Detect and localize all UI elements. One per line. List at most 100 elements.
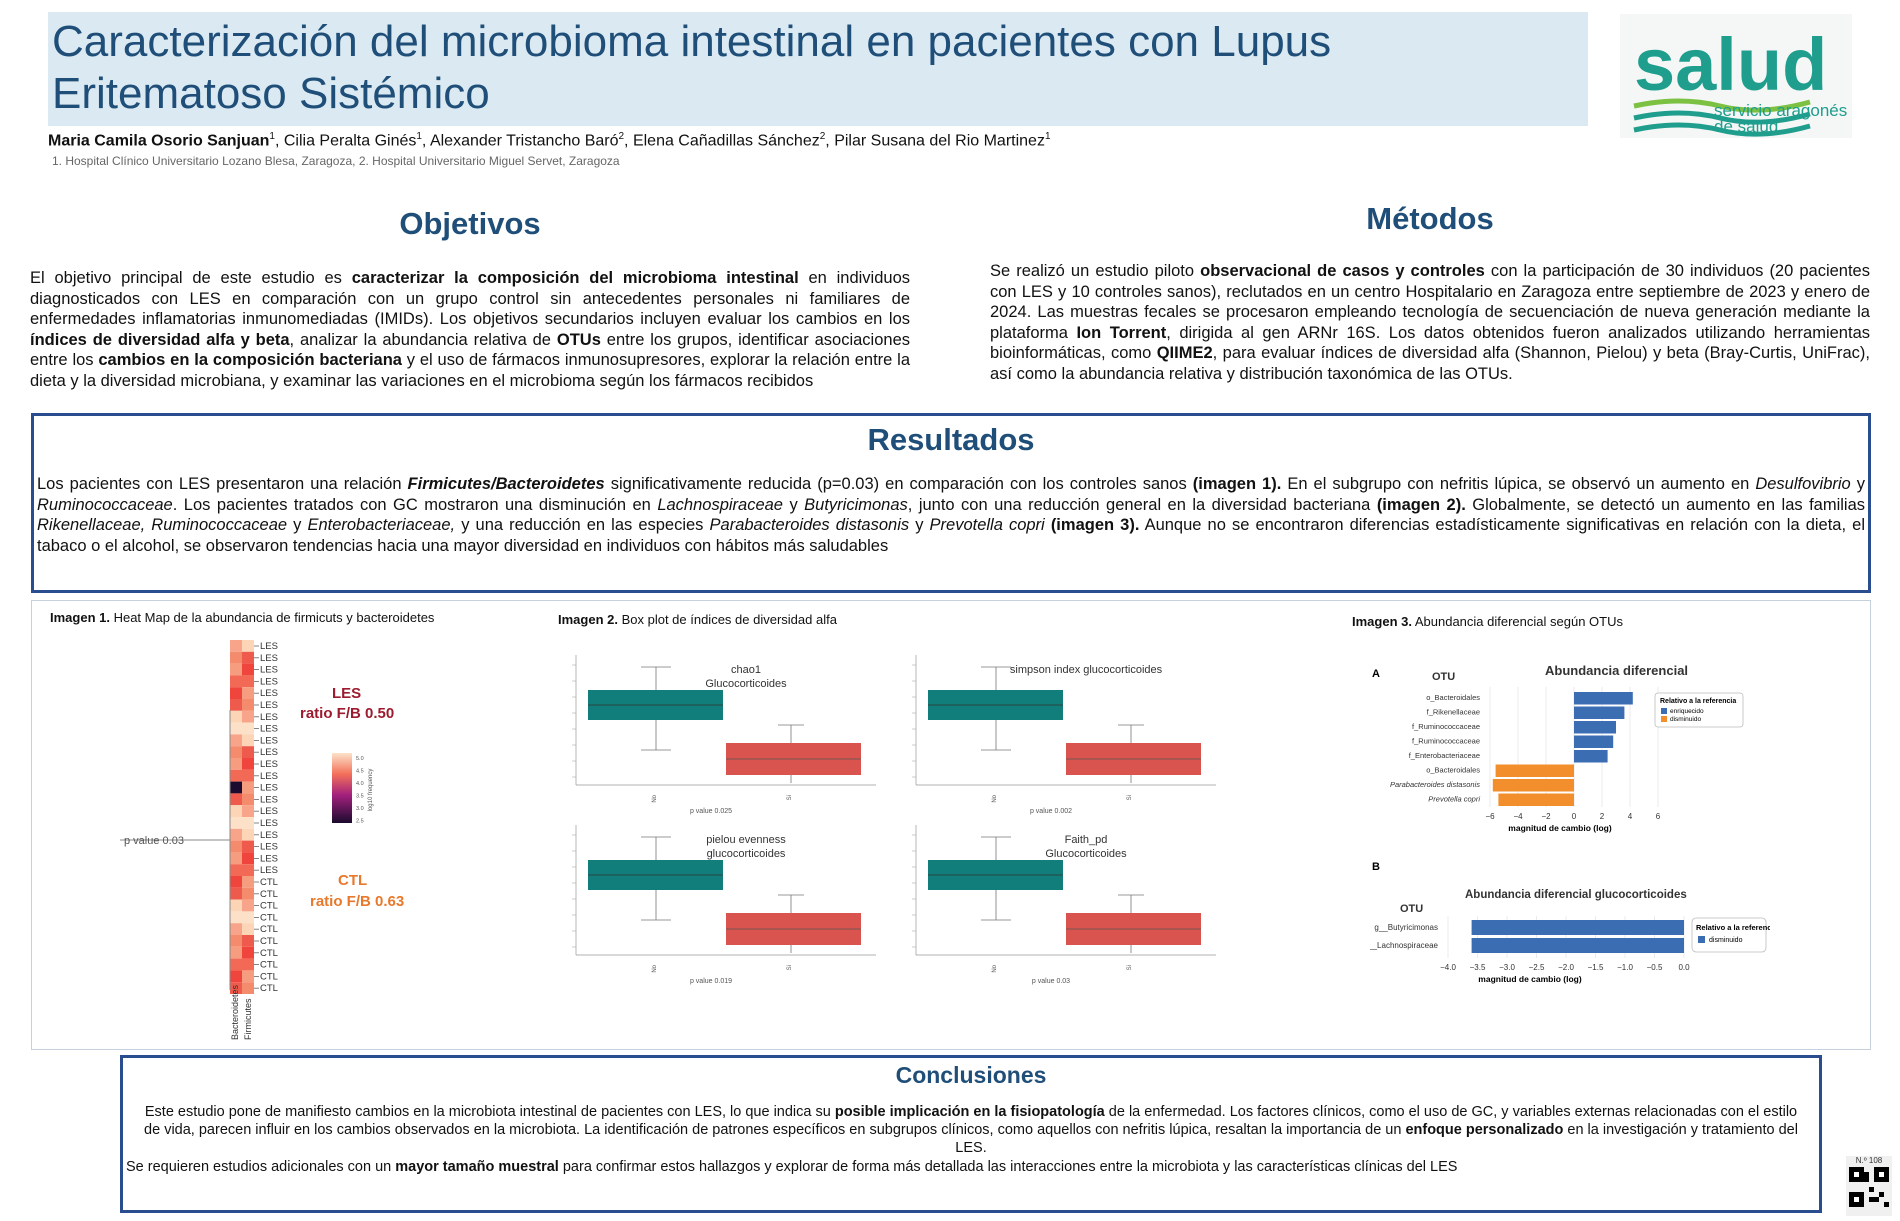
affiliations: 1. Hospital Clínico Universitario Lozano…: [52, 154, 620, 168]
heatmap-cell: [230, 911, 242, 924]
imagen2-caption: Imagen 2. Box plot de índices de diversi…: [558, 612, 837, 627]
heatmap-cell: [242, 746, 254, 758]
metodos-part: Ion Torrent: [1076, 323, 1167, 342]
author-affiliation-number: 2: [819, 131, 826, 142]
resultados-part: y: [1850, 475, 1865, 493]
metodos-part: observacional de casos y controles: [1200, 262, 1485, 280]
panel-b-title: Abundancia diferencial glucocorticoides: [1465, 889, 1687, 901]
author-separator: ,: [274, 132, 284, 150]
poster-number: N.º 108: [1855, 1156, 1883, 1165]
resultados-part: y: [783, 495, 805, 514]
imagen1-caption-bold: Imagen 1.: [50, 610, 110, 625]
boxplot-panel: Faith_pd Glucocorticoides No Si p value 0.03: [912, 825, 1216, 985]
heatmap-row-label: CTL: [260, 912, 278, 923]
panel-a-legend-title: Relativo a la referencia: [1660, 698, 1736, 705]
panel-b-tick: −0.5: [1647, 963, 1663, 972]
heatmap-cell: [230, 887, 242, 900]
heatmap-cell: [242, 687, 254, 699]
boxplot-panel: simpson index glucocorticoides No Si p valu…: [912, 655, 1216, 815]
logo-line-2: de salud: [1714, 117, 1778, 136]
imagen3-caption-bold: Imagen 3.: [1352, 614, 1412, 629]
heatmap-cell: [230, 852, 242, 865]
resultados-part: y una reducción en las especies: [455, 516, 710, 534]
panel-a-bar: [1574, 735, 1614, 748]
heatmap-cell: [242, 970, 254, 983]
objetivos-part: OTUs: [556, 330, 601, 349]
imagen2-caption-bold: Imagen 2.: [558, 612, 618, 627]
heatmap-cell: [242, 911, 254, 924]
heatmap-row-label: LES: [260, 865, 278, 876]
heatmap-row-label: CTL: [260, 889, 278, 900]
heatmap-row-label: LES: [260, 747, 278, 758]
author-affiliation-number: 1: [416, 131, 422, 142]
objetivos-heading: Objetivos: [399, 206, 541, 241]
heatmap-row-label: LES: [260, 724, 278, 735]
colorbar-tick: 2.5: [356, 819, 364, 825]
heatmap-cell: [230, 710, 242, 723]
qr-code-icon: [1849, 1167, 1889, 1207]
resultados-part: (imagen 3).: [1050, 516, 1140, 534]
heatmap-cell: [230, 958, 242, 971]
les-group-label: LES: [332, 685, 361, 702]
objetivos-part: índices de diversidad alfa y beta: [30, 330, 290, 349]
author-name: Pilar Susana del Rio Martinez: [834, 132, 1045, 150]
boxplot-pvalue: p value 0.019: [690, 978, 732, 985]
author-affiliation-number: 1: [1044, 131, 1051, 142]
conclusiones-heading: Conclusiones: [895, 1062, 1047, 1088]
heatmap-cell: [230, 840, 242, 853]
panel-b-legend-box: [1691, 917, 1767, 953]
heatmap-row-label: LES: [260, 676, 278, 687]
authors-line: Maria Camila Osorio Sanjuan1, Cilia Pera…: [48, 131, 1051, 150]
heatmap-cell: [230, 970, 242, 983]
heatmap-row-label: LES: [260, 665, 278, 676]
boxplot-x-label: No: [992, 964, 998, 972]
heatmap-row-label: LES: [260, 794, 278, 805]
heatmap-cell: [230, 758, 242, 770]
heatmap-cell: [230, 651, 242, 664]
author-affiliation-number: 1: [269, 131, 275, 142]
panel-a-letter: A: [1372, 668, 1380, 680]
imagen3-caption: Imagen 3. Abundancia diferencial según O…: [1352, 614, 1623, 629]
objetivos-part: entre los grupos, identificar asociacion…: [30, 330, 910, 370]
heatmap-cell: [242, 722, 254, 735]
heatmap-cell: [242, 852, 254, 865]
heatmap-row-label: LES: [260, 806, 278, 817]
heatmap-cell: [242, 946, 254, 959]
diff-svg: A OTU Abundancia diferencial −6 −4 −2 0 2 4 6 o_Ba…: [1366, 663, 1779, 984]
heatmap-row-label: LES: [260, 759, 278, 770]
author-name: Maria Camila Osorio Sanjuan: [48, 132, 270, 150]
heatmap-cell: [242, 710, 254, 723]
resultados-part: , junto con una reducción general en la …: [907, 495, 1377, 514]
panel-a-tick: 0: [1572, 812, 1577, 821]
heatmap-row-label: LES: [260, 830, 278, 841]
heatmap-cell: [230, 805, 242, 817]
heatmap-cell: [230, 946, 242, 959]
heatmap-cell: [230, 781, 242, 794]
heatmap-cell: [242, 876, 254, 888]
panel-a-bar: [1498, 793, 1574, 806]
author-separator: ,: [421, 132, 430, 150]
resultados-part: Desulfovibrio: [1755, 475, 1851, 493]
panel-a-xlabel: magnitud de cambio (log): [1508, 823, 1612, 833]
diff-abundance-figure: A OTU Abundancia diferencial −6 −4 −2 0 2 4 6 o_Ba…: [1366, 655, 1779, 995]
colorbar-tick: 5.0: [356, 756, 364, 762]
boxplots-svg: chao1 Glucocorticoides No Si p value 0.025 si…: [572, 655, 1216, 985]
colorbar-tick: 3.5: [356, 794, 364, 800]
resultados-part: Lachnospiraceae: [657, 495, 783, 514]
conclusiones-p1-part: en la investigación y tratamiento del LE…: [955, 1122, 1798, 1156]
heatmap-row-label: LES: [260, 688, 278, 699]
resultados-part: y: [909, 516, 930, 534]
panel-a-row-label: o_Bacteroidales: [1426, 693, 1480, 702]
panel-b-tick: −3.5: [1470, 963, 1486, 972]
resultados-part: Parabacteroides distasonis: [709, 516, 910, 534]
panel-a-legend-swatch: [1661, 708, 1667, 714]
boxplot-title: Faith_pd: [1065, 834, 1108, 846]
panel-a-otu-header: OTU: [1432, 671, 1455, 683]
conclusiones-p1-part: de la enfermedad. Los factores clínicos,…: [144, 1104, 1798, 1138]
conclusiones-p2: Se requieren estudios adicionales con un…: [126, 1158, 1819, 1176]
panel-a-row-label: Parabacteroides distasonis: [1390, 780, 1480, 789]
heatmap-cell: [242, 840, 254, 853]
heatmap-cell: [242, 769, 254, 782]
heatmap-cell: [242, 982, 254, 994]
heatmap-cell: [242, 887, 254, 900]
